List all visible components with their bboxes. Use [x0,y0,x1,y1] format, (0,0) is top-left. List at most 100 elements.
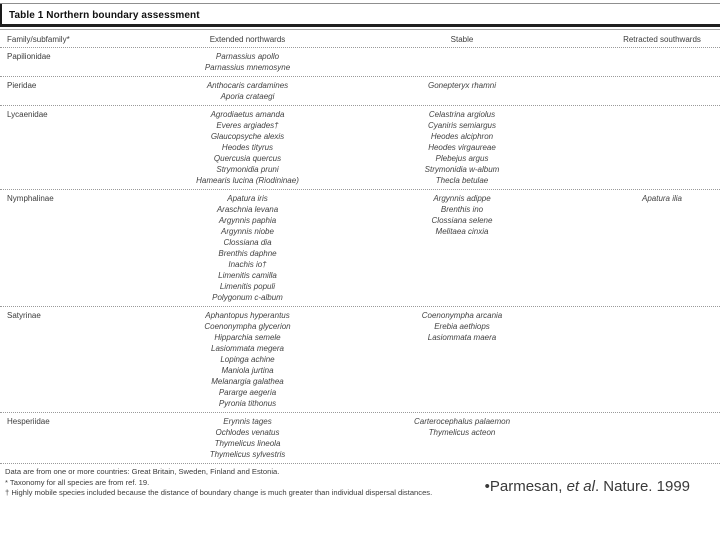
species-name: Erynnis tages [223,417,272,426]
family-name: Papilionidae [7,52,51,61]
species-name: Argynnis niobe [221,227,274,236]
col-header-stable: Stable [450,35,474,44]
species-name: Pararge aegeria [218,388,277,397]
footnote-taxonomy: * Taxonomy for all species are from ref.… [5,477,150,487]
species-name: Everes argiades† [216,121,279,130]
species-name: Polygonum c-album [212,293,283,302]
species-name: Clossiana dia [223,238,272,247]
citation-source-year: . Nature. 1999 [594,478,690,495]
species-name: Heodes virgaureae [428,143,496,152]
family-name: Nymphalinae [7,194,54,203]
species-name: Aphantopus hyperantus [205,311,290,320]
table-row: Papilionidae Parnassius apollo Parnassius … [0,48,720,77]
species-name: Strymonidia w-album [424,165,500,174]
species-list-stable: Argynnis adippe Brenthis ino Clossiana sel… [320,193,604,303]
col-header-family: Family/subfamily* [7,35,70,44]
species-name: Parnassius mnemosyne [204,63,291,72]
species-list-extended: Erynnis tages Ochlodes venatus Thymelicus … [175,416,320,460]
top-rule [0,3,720,4]
species-name: Agrodiaetus amanda [210,110,285,119]
species-list-retracted [604,416,720,460]
species-list-retracted: Apatura ilia [604,193,720,303]
species-name: Argynnis paphia [218,216,277,225]
species-name: Carterocephalus palaemon [413,417,511,426]
species-name: Melanargia galathea [211,377,284,386]
species-name: Cyaniris semiargus [427,121,497,130]
species-name: Aporia crataegi [220,92,275,101]
table-figure: Table 1 Northern boundary assessment Fam… [0,3,720,499]
species-name: Clossiana selene [431,216,493,225]
species-name: Heodes tityrus [221,143,274,152]
family-name: Satyrinae [7,311,41,320]
species-name: Parnassius apollo [215,52,280,61]
species-name: Thecla betulae [435,176,489,185]
species-name: Plebejus argus [435,154,489,163]
table-row: Pieridae Anthocaris cardamines Aporia crat… [0,77,720,106]
citation-authors: Parmesan, [489,478,567,495]
table-row: Satyrinae Aphantopus hyperantus Coenonymph… [0,307,720,413]
title-band: Table 1 Northern boundary assessment [0,4,720,24]
species-list-retracted [604,310,720,409]
species-name: Argynnis adippe [433,194,491,203]
species-name: Maniola jurtina [221,366,274,375]
species-list-stable: Celastrina argiolus Cyaniris semiargus Heo… [320,109,604,186]
species-list-retracted [604,80,720,102]
species-name: Erebia aethiops [434,322,490,331]
species-name: Ochlodes venatus [215,428,280,437]
table-row: Hesperiidae Erynnis tages Ochlodes venatus… [0,413,720,464]
species-list-extended: Parnassius apollo Parnassius mnemosyne [175,51,320,73]
footnote-mobile-species: † Highly mobile species included because… [5,488,433,497]
species-name: Inachis io† [228,260,267,269]
species-list-extended: Apatura iris Araschnia levana Argynnis pap… [175,193,320,303]
family-name: Lycaenidae [7,110,48,119]
species-name: Coenonympha glycerion [204,322,291,331]
table-row: Lycaenidae Agrodiaetus amanda Everes argia… [0,106,720,190]
family-name: Hesperiidae [7,417,50,426]
species-list-stable: Carterocephalus palaemon Thymelicus acteo… [320,416,604,460]
family-name: Pieridae [7,81,37,90]
species-name: Lasiommata maera [427,333,497,342]
species-name: Lopinga achine [220,355,275,364]
species-name: Glaucopsyche alexis [210,132,285,141]
species-list-extended: Anthocaris cardamines Aporia crataegi [175,80,320,102]
table-title: Table 1 Northern boundary assessment [9,10,200,21]
species-name: Thymelicus lineola [214,439,281,448]
species-name: Araschnia levana [216,205,279,214]
species-name: Hamearis lucina (Riodininae) [196,176,299,185]
species-list-extended: Agrodiaetus amanda Everes argiades† Glauco… [175,109,320,186]
footnote-sources: Data are from one or more countries: Gre… [5,467,280,476]
title-rule [0,24,720,27]
table-header: Family/subfamily* Extended northwards St… [0,30,720,48]
species-name: Celastrina argiolus [428,110,496,119]
species-name: Strymonidia pruni [216,165,279,174]
species-name: Lasiommata megera [211,344,284,353]
species-list-stable: Gonepteryx rhamni [320,80,604,102]
species-name: Limenitis populi [219,282,276,291]
citation-bullet: • [484,478,490,495]
species-name: Thymelicus sylvestris [209,450,286,459]
species-list-retracted [604,109,720,186]
species-name: Apatura ilia [641,194,683,203]
species-list-extended: Aphantopus hyperantus Coenonympha glyceri… [175,310,320,409]
species-name: Quercusia quercus [213,154,282,163]
table-row: Nymphalinae Apatura iris Araschnia levana A… [0,190,720,307]
footnotes: Data are from one or more countries: Gre… [0,464,720,499]
species-name: Melitaea cinxia [435,227,489,236]
citation-etal: et al [566,478,595,495]
header-top-rule [0,29,720,30]
species-list-stable: Coenonympha arcania Erebia aethiops Lasiom… [320,310,604,409]
species-name: Coenonympha arcania [421,311,503,320]
species-name: Heodes alciphron [430,132,494,141]
species-list-retracted [604,51,720,73]
col-header-extended: Extended northwards [209,35,286,44]
species-name: Brenthis daphne [218,249,277,258]
species-list-stable [320,51,604,73]
species-name: Apatura iris [227,194,268,203]
species-name: Hipparchia semele [214,333,281,342]
col-header-retracted: Retracted southwards [623,35,701,44]
species-name: Thymelicus acteon [428,428,496,437]
species-name: Pyronia tithonus [218,399,277,408]
table-body: Papilionidae Parnassius apollo Parnassius … [0,48,720,464]
species-name: Limenitis camilla [218,271,277,280]
